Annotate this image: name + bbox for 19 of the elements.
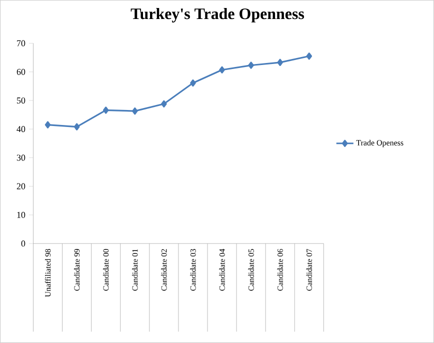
y-tick-label: 40 [16,126,26,132]
y-tick-label: 10 [17,212,26,218]
chart-title: Turkey's Trade Openness [130,8,304,23]
y-tick-label: 30 [16,154,26,161]
point [190,79,196,87]
point [102,106,109,114]
point [74,123,80,130]
point [132,108,138,115]
y-tick-label: 20 [16,183,26,190]
point [44,121,51,128]
y-tick-label: 0 [21,240,26,247]
y-tick-label: 50 [17,98,26,104]
y-tick-label: 60 [16,68,26,75]
y-tick-label: 70 [17,40,26,46]
point [277,58,283,66]
point [306,52,312,60]
point [161,100,167,108]
point [248,62,254,69]
point [219,66,225,74]
